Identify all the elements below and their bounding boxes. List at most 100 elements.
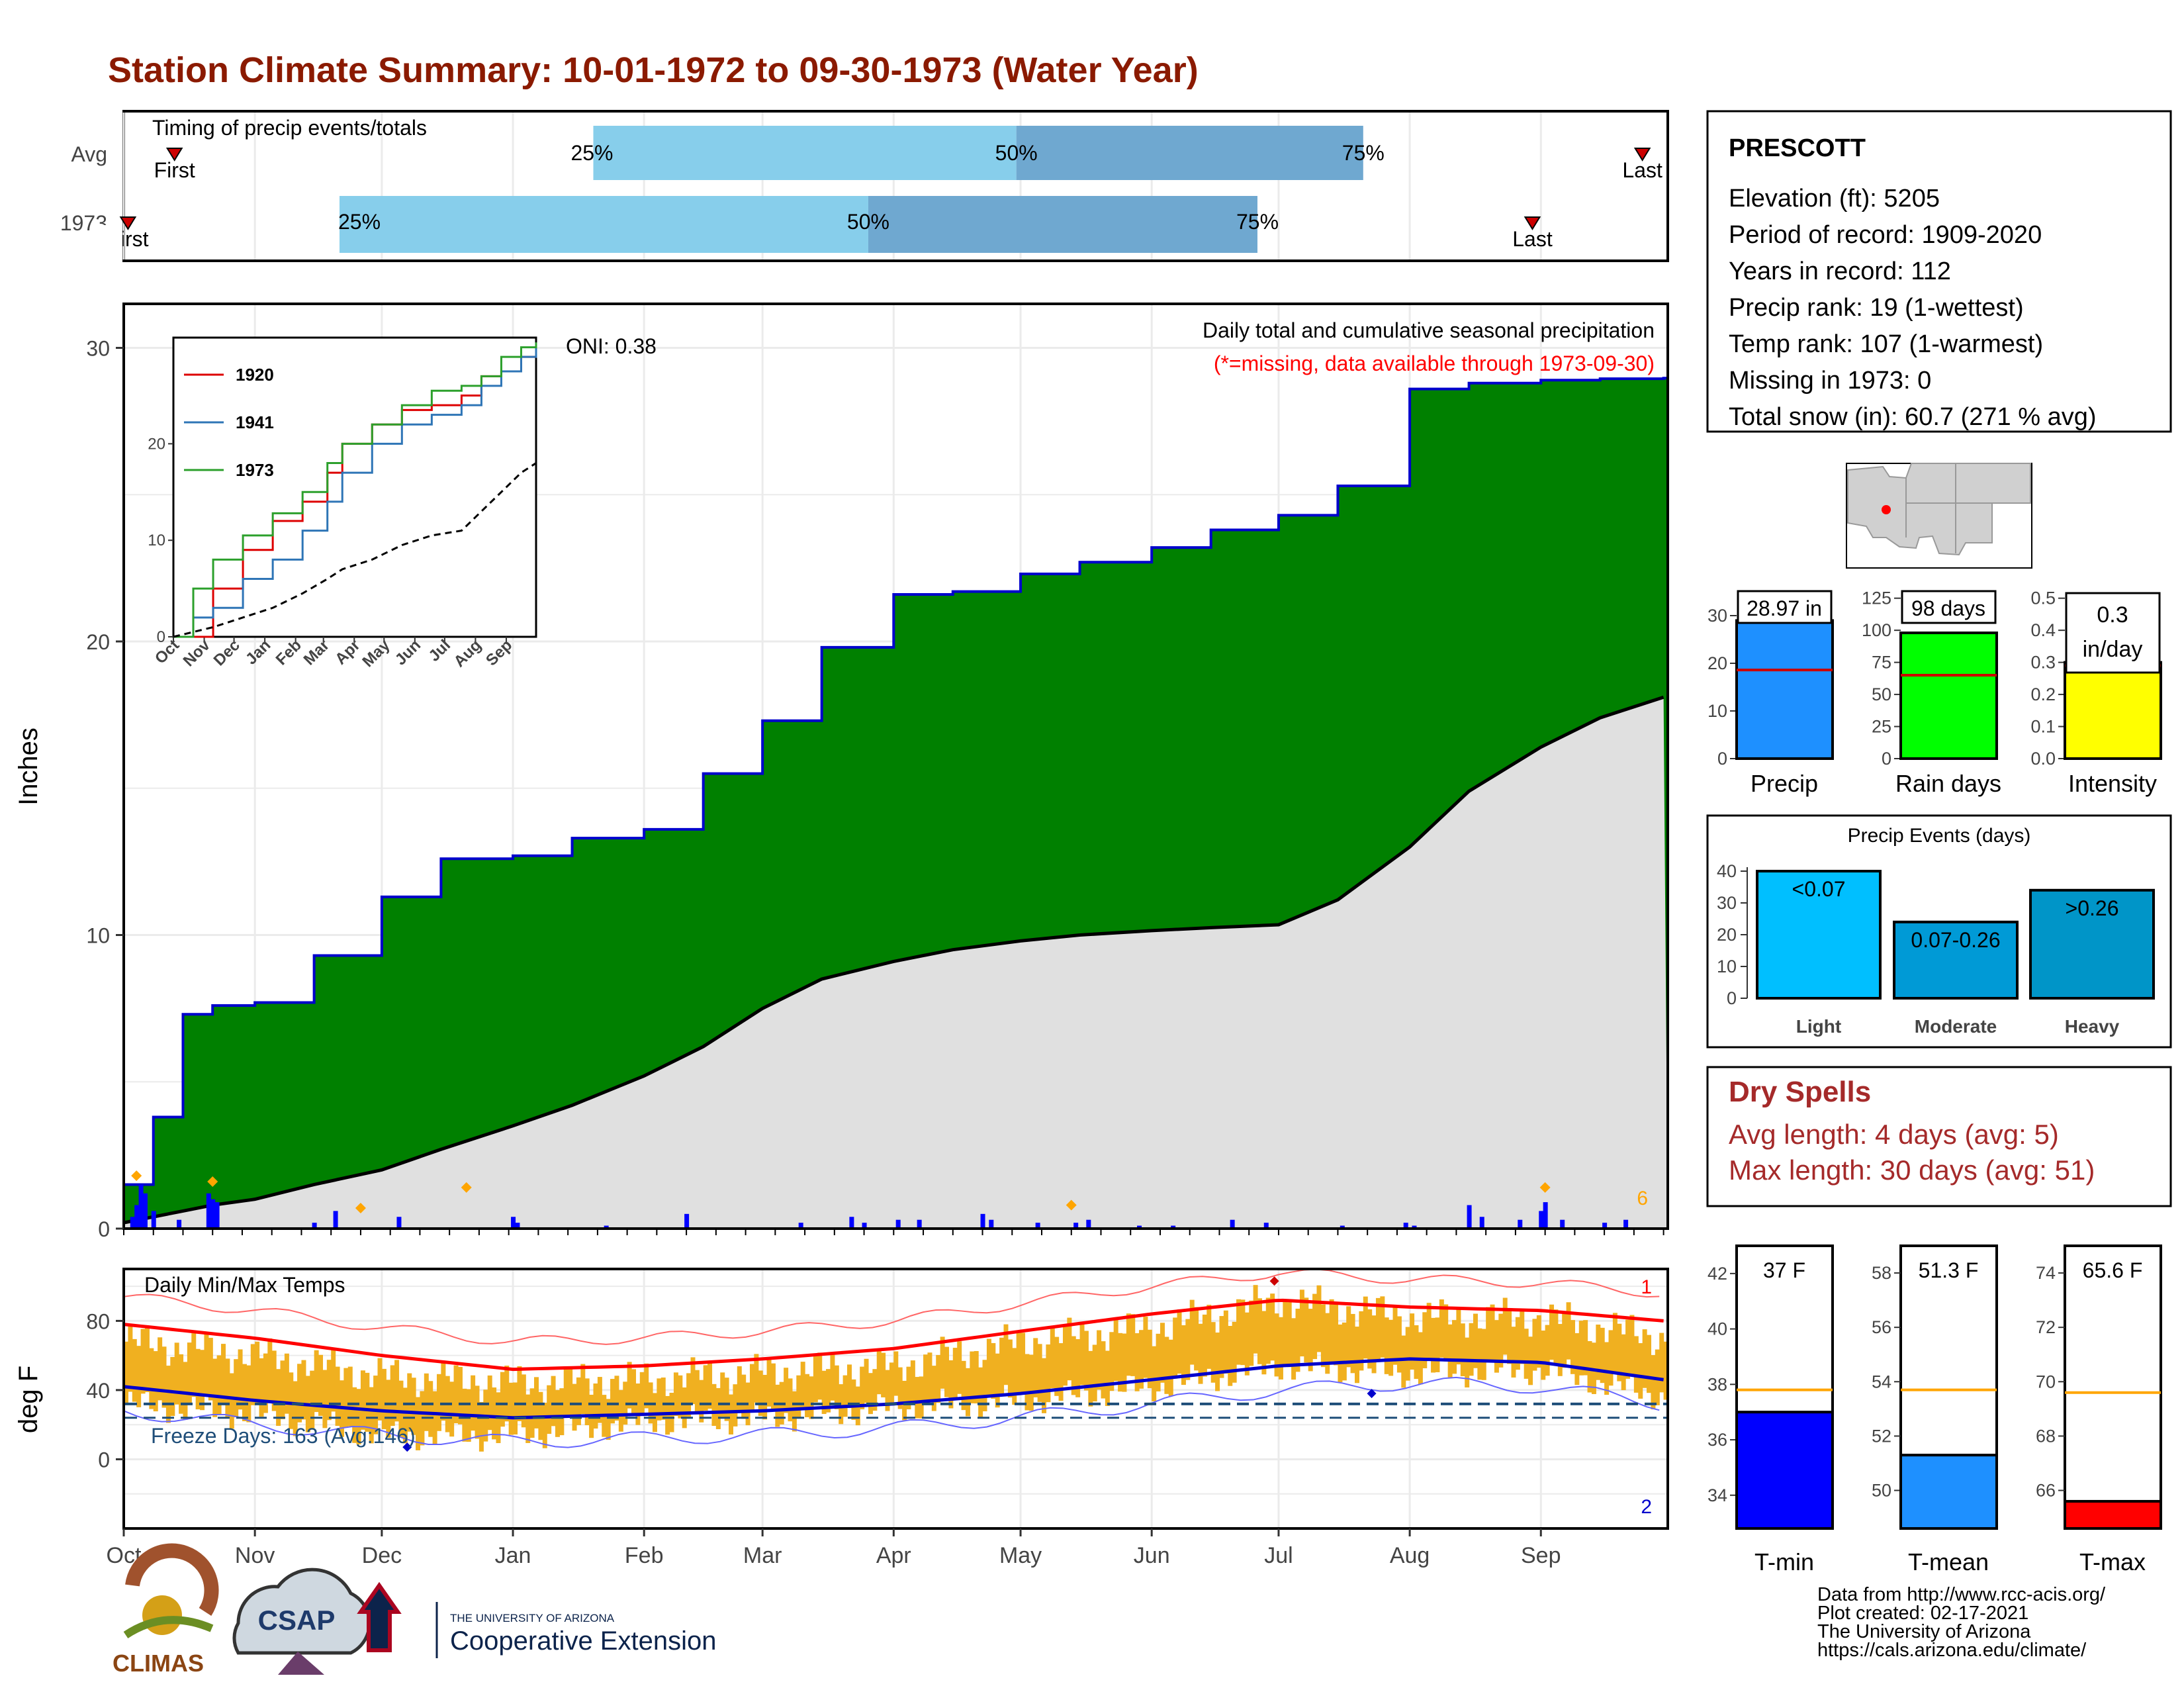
daily-temp-range-bar <box>416 1397 421 1450</box>
daily-temp-range-bar <box>788 1378 793 1422</box>
daily-temp-range-bar <box>153 1351 158 1412</box>
daily-temp-range-bar <box>555 1389 560 1437</box>
daily-temp-range-bar <box>276 1369 281 1426</box>
inset-legend-label: 1973 <box>236 460 274 480</box>
daily-temp-range-bar <box>1021 1333 1026 1393</box>
daily-precip-bar <box>515 1223 520 1229</box>
daily-precip-bar <box>1560 1219 1565 1229</box>
daily-temp-range-bar <box>805 1374 810 1417</box>
daily-precip-bar <box>1412 1225 1417 1229</box>
events-y-tick-label: 20 <box>1717 925 1737 945</box>
daily-precip-bar <box>1403 1223 1408 1229</box>
daily-temp-range-bar <box>398 1380 404 1438</box>
daily-temp-range-bar <box>280 1360 285 1419</box>
daily-temp-range-bar <box>1452 1320 1457 1374</box>
mini-bar-tick-label: 0.3 <box>2030 653 2056 673</box>
daily-temp-range-bar <box>314 1350 319 1413</box>
daily-temp-range-bar <box>140 1329 146 1394</box>
daily-temp-range-bar <box>775 1384 780 1427</box>
daily-temp-range-bar <box>809 1376 814 1419</box>
daily-precip-bar <box>1035 1223 1040 1229</box>
snow-day-marker <box>207 1176 218 1188</box>
precip-events-title: Precip Events (days) <box>1848 825 2031 847</box>
temp-bar-1 <box>1899 1454 1998 1530</box>
daily-temp-range-bar <box>1134 1333 1140 1391</box>
daily-temp-range-bar <box>1320 1304 1326 1368</box>
daily-precip-bar <box>1073 1223 1079 1229</box>
daily-precip-bar <box>1623 1219 1629 1229</box>
average-cumulative-area <box>124 697 1668 1229</box>
daily-temp-range-bar <box>1608 1330 1614 1386</box>
daily-temp-range-bar <box>492 1387 497 1440</box>
mini-bar-value-box <box>1737 590 1833 624</box>
daily-temp-range-bar <box>1536 1315 1541 1368</box>
precip-event-label: Light <box>1796 1016 1841 1037</box>
snow-count: 6 <box>1637 1188 1648 1209</box>
daily-temp-range-bar <box>999 1337 1005 1395</box>
mini-bar-tick-label: 0.1 <box>2030 717 2056 737</box>
daily-precip-bar <box>214 1202 220 1229</box>
mini-bar-tick-label: 0.5 <box>2030 588 2056 608</box>
daily-temp-range-bar <box>733 1384 738 1427</box>
daily-temp-range-bar <box>1177 1311 1182 1374</box>
daily-temp-range-bar <box>948 1360 954 1409</box>
record-high-line <box>123 1268 1660 1345</box>
temp-bar-frame <box>2064 1244 2162 1530</box>
mini-bar-tick-label: 0.4 <box>2030 620 2056 640</box>
record-high-count: 1 <box>1641 1276 1652 1298</box>
daily-temp-range-bar <box>784 1368 789 1413</box>
daily-temp-range-bar <box>208 1337 213 1401</box>
daily-precip-bar <box>1479 1217 1484 1229</box>
daily-temp-range-bar <box>729 1394 734 1435</box>
daily-precip-bar <box>798 1223 803 1229</box>
daily-temp-range-bar <box>754 1354 759 1403</box>
daily-temp-range-bar <box>1338 1324 1343 1383</box>
daily-precip-bar <box>895 1219 901 1229</box>
temp-bar-tick-label: 72 <box>2036 1317 2056 1337</box>
daily-temp-range-bar <box>1612 1313 1617 1372</box>
daily-temp-range-bar <box>1173 1317 1178 1379</box>
daily-temp-range-bar <box>1016 1333 1021 1393</box>
events-y-tick-label: 0 <box>1727 988 1737 1008</box>
daily-temp-range-bar <box>1122 1333 1127 1392</box>
station-line: Temp rank: 107 (1-warmest) <box>1729 330 2043 358</box>
daily-temp-range-bar <box>1097 1330 1102 1390</box>
mini-bar-1 <box>1899 632 1998 760</box>
daily-temp-range-bar <box>1042 1358 1047 1413</box>
daily-temp-range-bar <box>1113 1319 1118 1382</box>
footer-line: Data from http://www.rcc-acis.org/ <box>1817 1584 2106 1605</box>
daily-temp-range-bar <box>200 1350 205 1411</box>
precip-event-range: <0.07 <box>1792 877 1846 901</box>
daily-temp-range-bar <box>1524 1329 1529 1379</box>
dry-spells-title: Dry Spells <box>1729 1076 1871 1108</box>
timing-p25: 25% <box>570 141 613 165</box>
daily-temp-range-bar <box>1037 1344 1042 1402</box>
daily-temp-range-bar <box>1152 1346 1157 1401</box>
daily-precip-bar <box>1263 1223 1269 1229</box>
daily-temp-range-bar <box>1384 1317 1389 1374</box>
daily-temp-range-bar <box>390 1365 395 1427</box>
daily-temp-range-bar <box>991 1342 996 1399</box>
mini-bar-value-box <box>2065 592 2161 674</box>
month-tick-label: May <box>999 1543 1042 1568</box>
daily-temp-range-bar <box>204 1333 209 1397</box>
month-tick-label: Jan <box>495 1543 531 1568</box>
footer-line: https://cals.arizona.edu/climate/ <box>1817 1640 2087 1661</box>
timing-row-avg-label: Avg <box>71 142 107 166</box>
daily-temp-range-bar <box>187 1342 192 1405</box>
daily-temp-range-bar <box>923 1354 929 1401</box>
daily-temp-range-bar <box>1651 1355 1656 1410</box>
daily-temp-range-bar <box>766 1358 772 1407</box>
daily-temp-range-bar <box>1295 1308 1300 1372</box>
daily-temp-range-bar <box>1147 1329 1152 1389</box>
daily-temp-range-bar <box>1194 1307 1199 1371</box>
daily-precip-bar <box>1539 1211 1544 1229</box>
climas-logo: CLIMAS <box>113 1543 219 1677</box>
daily-temp-range-bar <box>936 1354 941 1403</box>
daily-temp-range-bar <box>610 1379 615 1424</box>
daily-temp-range-bar <box>881 1352 886 1397</box>
temp-bar-tick-label: 52 <box>1872 1426 1891 1446</box>
ua-small-text: THE UNIVERSITY OF ARIZONA <box>450 1612 615 1624</box>
temperature-summary-bars: 34 36 38 40 42 37 F T-min 50 52 54 56 58 51.3 F T-mea… <box>1707 1244 2162 1575</box>
